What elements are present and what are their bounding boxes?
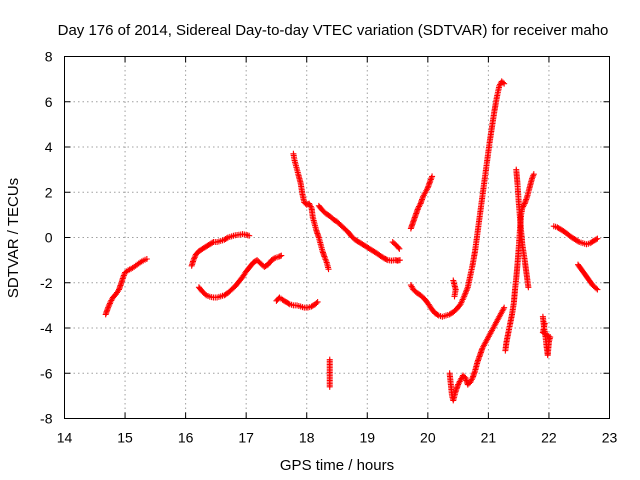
data-point-seg9 <box>429 173 436 180</box>
data-point-seg1 <box>105 304 112 311</box>
data-point-seg3 <box>277 253 284 260</box>
data-point-seg3 <box>271 255 278 262</box>
data-point-seg10 <box>501 80 508 87</box>
grid-layer <box>64 56 610 419</box>
data-point-seg14 <box>525 284 532 291</box>
x-tick-label: 15 <box>117 430 133 446</box>
data-point-seg11 <box>501 304 508 311</box>
data-point-seg10 <box>434 311 441 318</box>
data-point-seg1 <box>105 303 112 310</box>
data-point-seg16 <box>593 236 600 243</box>
x-tick-label: 19 <box>359 430 375 446</box>
data-point-seg7 <box>326 383 333 390</box>
data-point-seg12 <box>451 293 458 300</box>
data-point-seg3 <box>201 291 208 298</box>
y-tick-label: 6 <box>45 94 53 110</box>
y-tick-label: 8 <box>45 49 53 65</box>
data-point-seg3 <box>278 252 285 259</box>
data-point-seg4 <box>285 300 292 307</box>
data-point-seg6 <box>383 256 390 263</box>
data-point-seg10 <box>499 79 506 86</box>
data-point-seg1 <box>106 301 113 308</box>
data-point-seg2 <box>191 254 198 261</box>
data-point-seg1 <box>106 300 113 307</box>
data-point-seg1 <box>143 255 150 262</box>
y-tick-label: 0 <box>45 230 53 246</box>
y-tick-label: -4 <box>40 320 53 336</box>
data-point-seg13 <box>529 174 536 181</box>
x-tick-label: 21 <box>481 430 497 446</box>
data-point-seg8 <box>396 245 403 252</box>
x-tick-labels: 14 15 16 17 18 19 20 21 22 23 <box>57 430 618 446</box>
data-point-seg16 <box>575 238 582 245</box>
plot-frame <box>64 56 610 419</box>
y-tick-label: -2 <box>40 275 53 291</box>
y-axis-label: SDTVAR / TECUs <box>5 178 22 298</box>
data-point-seg16 <box>594 235 601 242</box>
data-point-seg1 <box>120 272 127 279</box>
x-tick-label: 16 <box>178 430 194 446</box>
x-tick-label: 22 <box>541 430 557 446</box>
y-tick-label: 2 <box>45 184 53 200</box>
data-point-seg2 <box>190 257 197 264</box>
data-marks <box>102 78 601 404</box>
data-point-seg6 <box>396 257 403 264</box>
x-tick-label: 23 <box>602 430 618 446</box>
x-tick-label: 14 <box>57 430 73 446</box>
x-tick-label: 17 <box>238 430 254 446</box>
x-tick-label: 18 <box>299 430 315 446</box>
data-point-seg2 <box>209 239 216 246</box>
y-tick-label: -8 <box>40 411 53 427</box>
data-point-seg13 <box>530 171 537 178</box>
data-point-seg4 <box>313 300 320 307</box>
x-tick-label: 20 <box>420 430 436 446</box>
y-tick-label: -6 <box>40 365 53 381</box>
data-point-seg2 <box>191 255 198 262</box>
data-point-seg17 <box>594 286 601 293</box>
y-tick-labels: -8 -6 -4 -2 0 2 4 6 8 <box>40 49 53 427</box>
x-axis-label: GPS time / hours <box>280 457 394 474</box>
data-point-seg5 <box>325 266 332 273</box>
data-point-seg17 <box>593 285 600 292</box>
data-point-seg8 <box>395 244 402 251</box>
data-point-seg2 <box>246 232 253 239</box>
chart-title: Day 176 of 2014, Sidereal Day-to-day VTE… <box>58 22 609 39</box>
data-point-seg2 <box>223 235 230 242</box>
data-point-seg15 <box>541 320 548 327</box>
data-point-seg4 <box>314 298 321 305</box>
y-tick-label: 4 <box>45 139 53 155</box>
